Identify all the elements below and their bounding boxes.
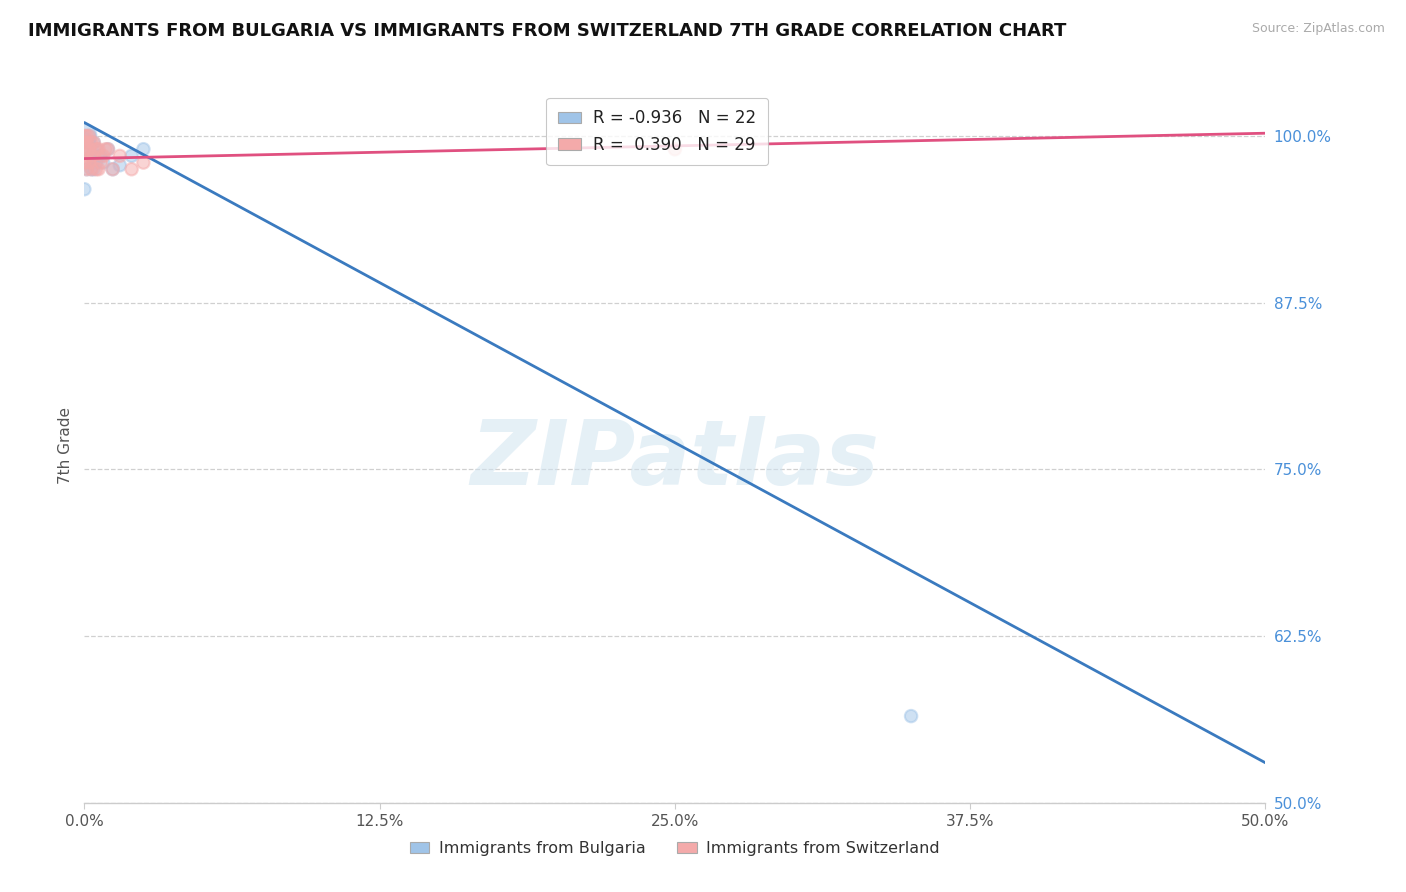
Point [80, 149, 103, 163]
Point [132, 155, 155, 169]
Point [77, 128, 100, 143]
Point [87, 149, 110, 163]
Point [87, 142, 110, 156]
Point [97, 142, 120, 156]
Point [664, 142, 686, 156]
Point [73, 142, 96, 156]
Point [73, 136, 96, 150]
Point [83, 136, 105, 150]
Point [76, 162, 98, 177]
Point [101, 162, 124, 177]
Point [83, 149, 105, 163]
Point [76, 136, 98, 150]
Point [77, 136, 100, 150]
Point [91, 155, 114, 169]
Point [73, 131, 96, 145]
Point [80, 149, 103, 163]
Point [121, 149, 143, 163]
Point [73, 128, 96, 143]
Text: ZIPatlas: ZIPatlas [471, 417, 879, 504]
Point [73, 155, 96, 169]
Point [90, 155, 112, 169]
Point [84, 142, 107, 156]
Point [80, 136, 103, 150]
Point [121, 162, 143, 177]
Point [90, 149, 112, 163]
Point [132, 142, 155, 156]
Point [77, 155, 100, 169]
Point [108, 149, 131, 163]
Point [76, 162, 98, 177]
Text: IMMIGRANTS FROM BULGARIA VS IMMIGRANTS FROM SWITZERLAND 7TH GRADE CORRELATION CH: IMMIGRANTS FROM BULGARIA VS IMMIGRANTS F… [28, 22, 1067, 40]
Point [84, 155, 107, 169]
Point [101, 162, 124, 177]
Point [77, 128, 100, 143]
Point [83, 136, 105, 150]
Point [108, 158, 131, 172]
Point [76, 128, 98, 143]
Point [94, 142, 117, 156]
Legend: Immigrants from Bulgaria, Immigrants from Switzerland: Immigrants from Bulgaria, Immigrants fro… [404, 835, 946, 863]
Point [80, 162, 103, 177]
Point [76, 142, 98, 156]
Point [77, 142, 100, 156]
Point [73, 128, 96, 143]
Point [91, 149, 114, 163]
Point [84, 162, 107, 177]
Point [97, 142, 120, 156]
Y-axis label: 7th Grade: 7th Grade [58, 408, 73, 484]
Point [84, 142, 107, 156]
Point [76, 149, 98, 163]
Point [87, 162, 110, 177]
Point [73, 182, 96, 196]
Point [83, 162, 105, 177]
Text: Source: ZipAtlas.com: Source: ZipAtlas.com [1251, 22, 1385, 36]
Point [900, 709, 922, 723]
Point [80, 162, 103, 177]
